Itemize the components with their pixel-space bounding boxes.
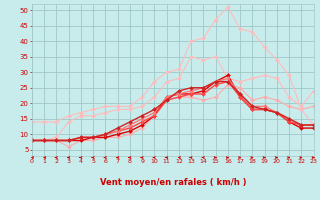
X-axis label: Vent moyen/en rafales ( km/h ): Vent moyen/en rafales ( km/h ) [100, 178, 246, 187]
